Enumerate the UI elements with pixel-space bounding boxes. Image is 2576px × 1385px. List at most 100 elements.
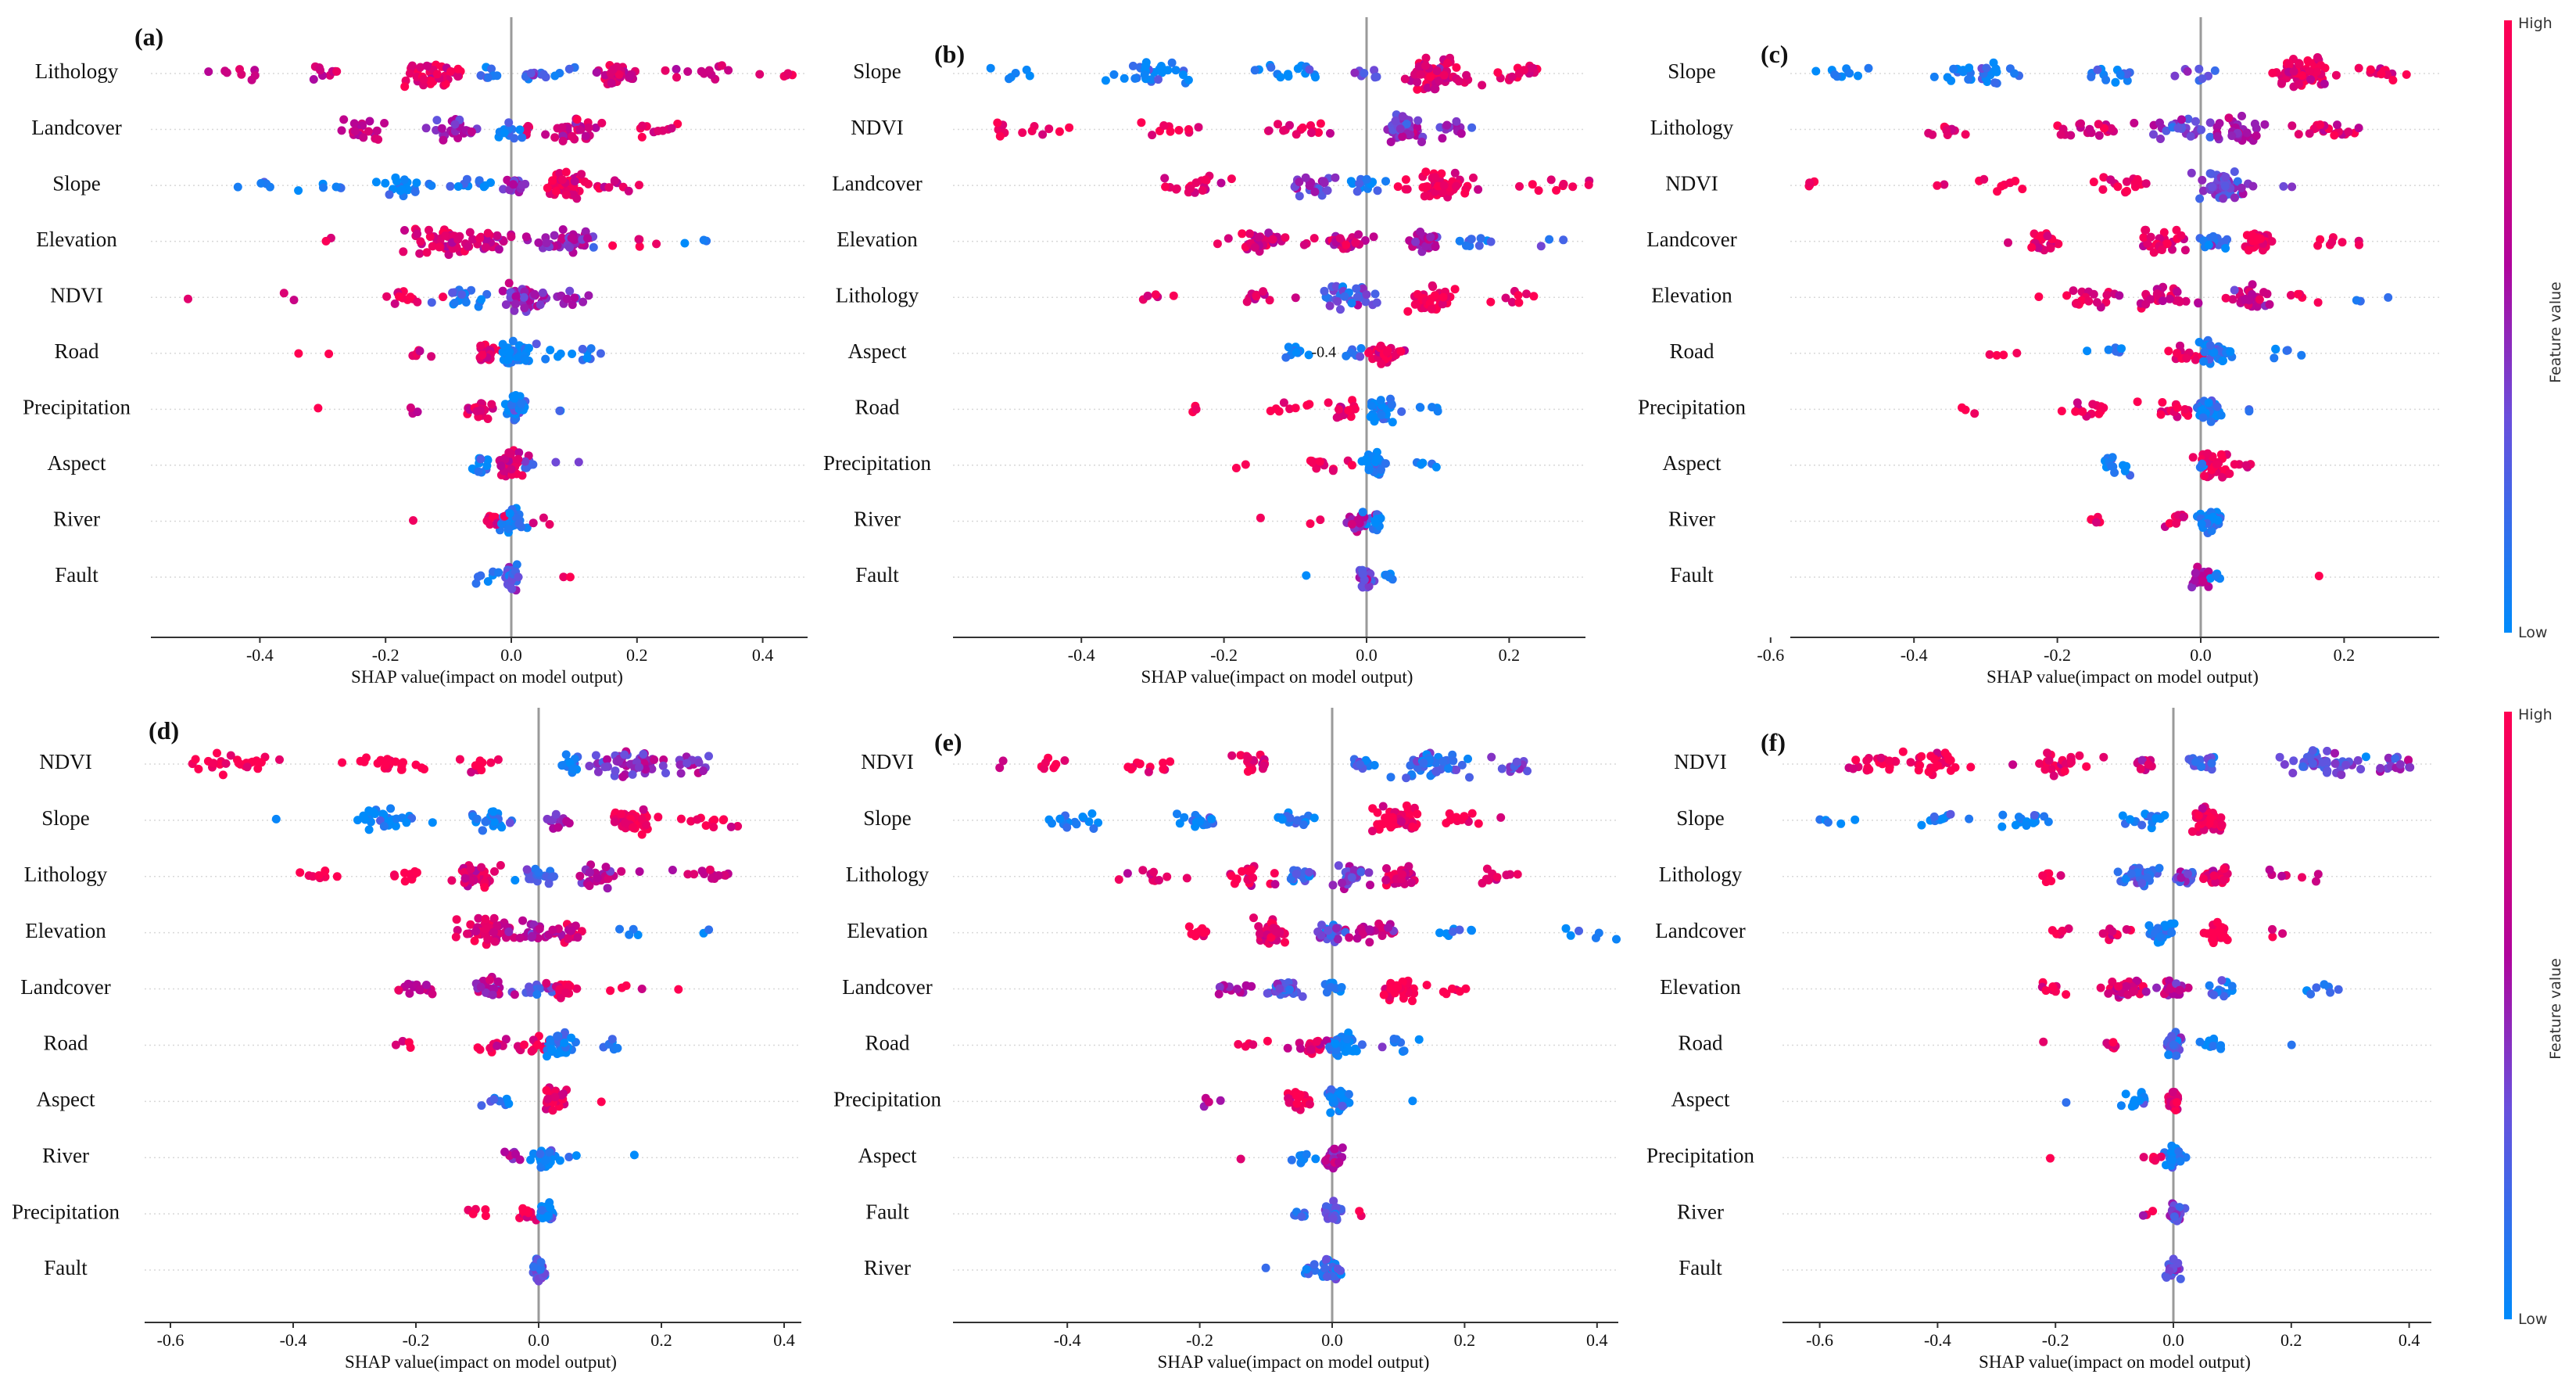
shap-point — [2277, 871, 2287, 881]
shap-point — [543, 183, 552, 192]
x-tick-label: -0.6 — [157, 1330, 185, 1350]
shap-point — [585, 762, 594, 770]
shap-point — [494, 568, 503, 577]
shap-point — [407, 61, 417, 70]
shap-point — [1065, 123, 1074, 132]
shap-point — [579, 297, 588, 307]
shap-point — [635, 181, 643, 190]
shap-point — [1452, 766, 1461, 774]
shap-point — [536, 1265, 545, 1274]
shap-point — [654, 127, 663, 135]
shap-point — [1311, 1154, 1320, 1164]
shap-point — [998, 756, 1008, 766]
shap-point — [1401, 185, 1410, 194]
shap-point — [533, 1040, 543, 1050]
shap-point — [427, 181, 436, 190]
shap-point — [1231, 464, 1241, 472]
shap-point — [1514, 298, 1524, 307]
shap-point — [507, 449, 515, 458]
shap-point — [2206, 417, 2216, 426]
shap-point — [478, 350, 487, 360]
shap-point — [1432, 66, 1442, 76]
shap-point — [683, 67, 693, 76]
shap-point — [1322, 1272, 1331, 1281]
shap-point — [518, 1204, 528, 1213]
shap-point — [2022, 821, 2031, 831]
shap-point — [1917, 752, 1926, 761]
shap-point — [2305, 66, 2314, 76]
shap-point — [1315, 457, 1324, 466]
feature-label: River — [1668, 508, 1715, 531]
shap-point — [2099, 404, 2108, 412]
shap-point — [2288, 121, 2297, 131]
feature-row-river: River — [42, 1143, 639, 1172]
shap-point — [1144, 767, 1153, 777]
shap-point — [575, 125, 585, 135]
shap-point — [493, 921, 501, 931]
shap-point — [2198, 459, 2207, 468]
shap-point — [1331, 1039, 1340, 1048]
shap-point — [461, 298, 471, 307]
shap-point — [2221, 172, 2230, 181]
shap-point — [1304, 350, 1313, 360]
shap-point — [2313, 870, 2323, 879]
shap-point — [2182, 353, 2191, 363]
shap-point — [474, 913, 483, 923]
shap-point — [1355, 179, 1364, 188]
shap-point — [1344, 1028, 1353, 1038]
shap-point — [1438, 188, 1448, 197]
shap-point — [2117, 344, 2126, 353]
shap-point — [386, 804, 396, 813]
shap-point — [435, 242, 444, 252]
shap-point — [561, 190, 571, 199]
shap-point — [2137, 755, 2147, 765]
shap-point — [463, 929, 471, 938]
shap-point — [422, 61, 432, 70]
shap-point — [1450, 168, 1460, 178]
shap-point — [271, 814, 281, 823]
shap-point — [1227, 751, 1237, 760]
x-tick-label: -0.4 — [1901, 645, 1928, 665]
shap-point — [2120, 466, 2130, 475]
shap-point — [564, 1153, 574, 1161]
shap-point — [493, 977, 503, 986]
shap-point — [2210, 66, 2220, 75]
shap-point — [625, 72, 635, 81]
shap-point — [2038, 871, 2048, 881]
feature-row-ndvi: NDVI — [1674, 746, 2415, 780]
shap-point — [568, 765, 578, 773]
shap-point — [501, 1035, 511, 1044]
shap-point — [2101, 75, 2111, 84]
shap-point — [1965, 814, 1974, 823]
shap-point — [2158, 296, 2167, 306]
shap-point — [525, 343, 533, 353]
shap-point — [733, 822, 743, 831]
shap-point — [2205, 169, 2215, 178]
shap-point — [1327, 1093, 1337, 1103]
shap-point — [2177, 873, 2186, 882]
shap-point — [584, 291, 593, 300]
shap-point — [614, 757, 623, 766]
shap-point — [1184, 922, 1194, 931]
shap-point — [1398, 112, 1407, 121]
shap-point — [1467, 926, 1476, 935]
shap-point — [718, 816, 728, 825]
shap-point — [1536, 242, 1546, 251]
shap-point — [560, 1030, 569, 1039]
shap-point — [2313, 67, 2321, 77]
shap-point — [446, 66, 455, 76]
shap-point — [2180, 405, 2190, 414]
shap-point — [2027, 242, 2037, 252]
shap-point — [559, 572, 568, 582]
shap-point — [498, 339, 507, 349]
shap-point — [2263, 289, 2272, 299]
shap-point — [1431, 173, 1439, 182]
feature-label: Aspect — [848, 339, 907, 363]
shap-point — [2060, 766, 2069, 776]
shap-point — [488, 512, 497, 522]
shap-point — [1403, 307, 1413, 316]
shap-point — [1166, 127, 1175, 136]
shap-point — [2212, 402, 2222, 411]
shap-point — [2175, 1203, 2184, 1212]
feature-label: NDVI — [39, 750, 92, 773]
